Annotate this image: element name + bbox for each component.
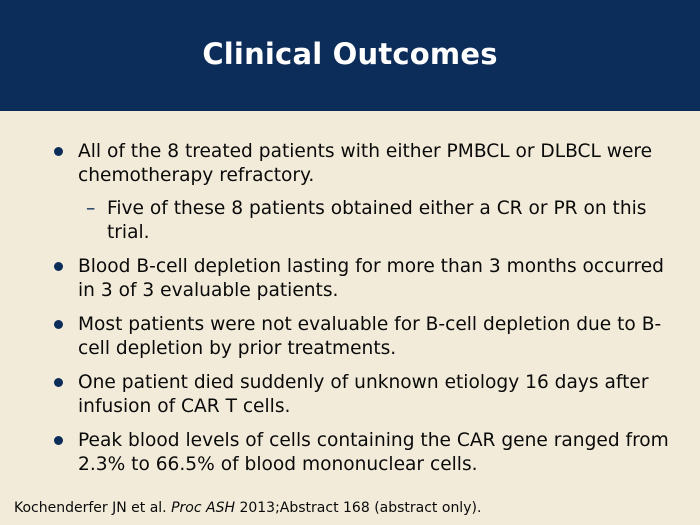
bullet-text: All of the 8 treated patients with eithe… bbox=[78, 141, 653, 186]
bullet-text: Most patients were not evaluable for B-c… bbox=[78, 314, 662, 359]
bullet-dot-icon bbox=[54, 320, 63, 329]
bullet-dot-icon bbox=[54, 262, 63, 271]
bullet-dot-icon bbox=[54, 436, 63, 445]
dash-icon: – bbox=[86, 198, 96, 219]
bullet-dot-icon bbox=[54, 378, 63, 387]
citation-details: 2013;Abstract 168 (abstract only). bbox=[239, 500, 482, 516]
citation: Kochenderfer JN et al. Proc ASH 2013;Abs… bbox=[14, 500, 481, 516]
bullet-item: Most patients were not evaluable for B-c… bbox=[54, 313, 678, 361]
slide-header: Clinical Outcomes bbox=[0, 0, 700, 111]
citation-authors: Kochenderfer JN et al. bbox=[14, 500, 167, 516]
bullet-item: Blood B-cell depletion lasting for more … bbox=[54, 255, 678, 303]
sub-bullet-text: Five of these 8 patients obtained either… bbox=[107, 198, 647, 243]
bullet-dot-icon bbox=[54, 147, 63, 156]
bullet-text: One patient died suddenly of unknown eti… bbox=[78, 372, 649, 417]
bullet-list: All of the 8 treated patients with eithe… bbox=[0, 140, 700, 477]
sub-bullet-item: – Five of these 8 patients obtained eith… bbox=[86, 197, 667, 245]
slide-title: Clinical Outcomes bbox=[202, 36, 498, 71]
bullet-item: All of the 8 treated patients with eithe… bbox=[54, 140, 678, 188]
citation-journal: Proc ASH bbox=[171, 500, 235, 516]
bullet-item: Peak blood levels of cells containing th… bbox=[54, 429, 678, 477]
bullet-text: Peak blood levels of cells containing th… bbox=[78, 430, 669, 475]
bullet-text: Blood B-cell depletion lasting for more … bbox=[78, 256, 664, 301]
bullet-item: One patient died suddenly of unknown eti… bbox=[54, 371, 678, 419]
